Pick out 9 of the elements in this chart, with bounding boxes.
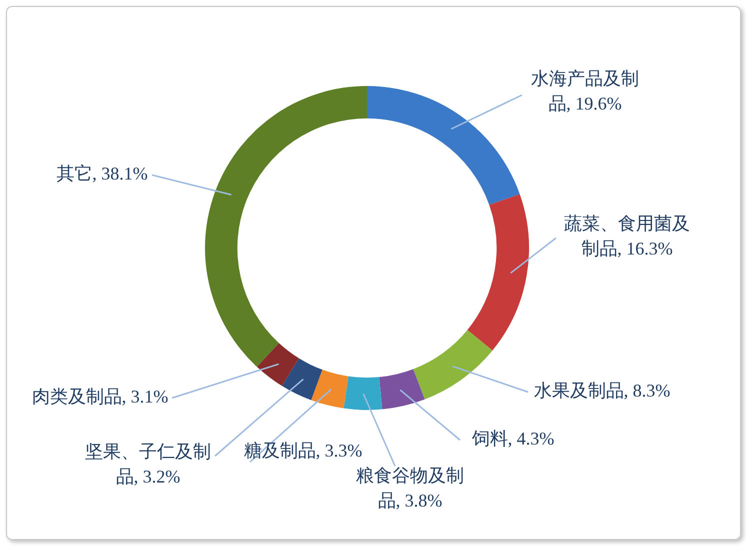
slice-label: 其它, 38.1% (56, 164, 148, 184)
slice-label: 水果及制品, 8.3% (534, 380, 670, 401)
slice-label: 饲料, 4.3% (470, 428, 554, 449)
slice-label: 坚果、子仁及制品, 3.2% (85, 442, 211, 487)
slice-label: 水海产品及制品, 19.6% (531, 68, 639, 114)
slice-label: 糖及制品, 3.3% (244, 440, 362, 461)
slice-label: 肉类及制品, 3.1% (32, 386, 168, 407)
slice-label: 粮食谷物及制品, 3.8% (356, 466, 464, 511)
slice-label: 蔬菜、食用菌及制品, 16.3% (564, 214, 690, 259)
